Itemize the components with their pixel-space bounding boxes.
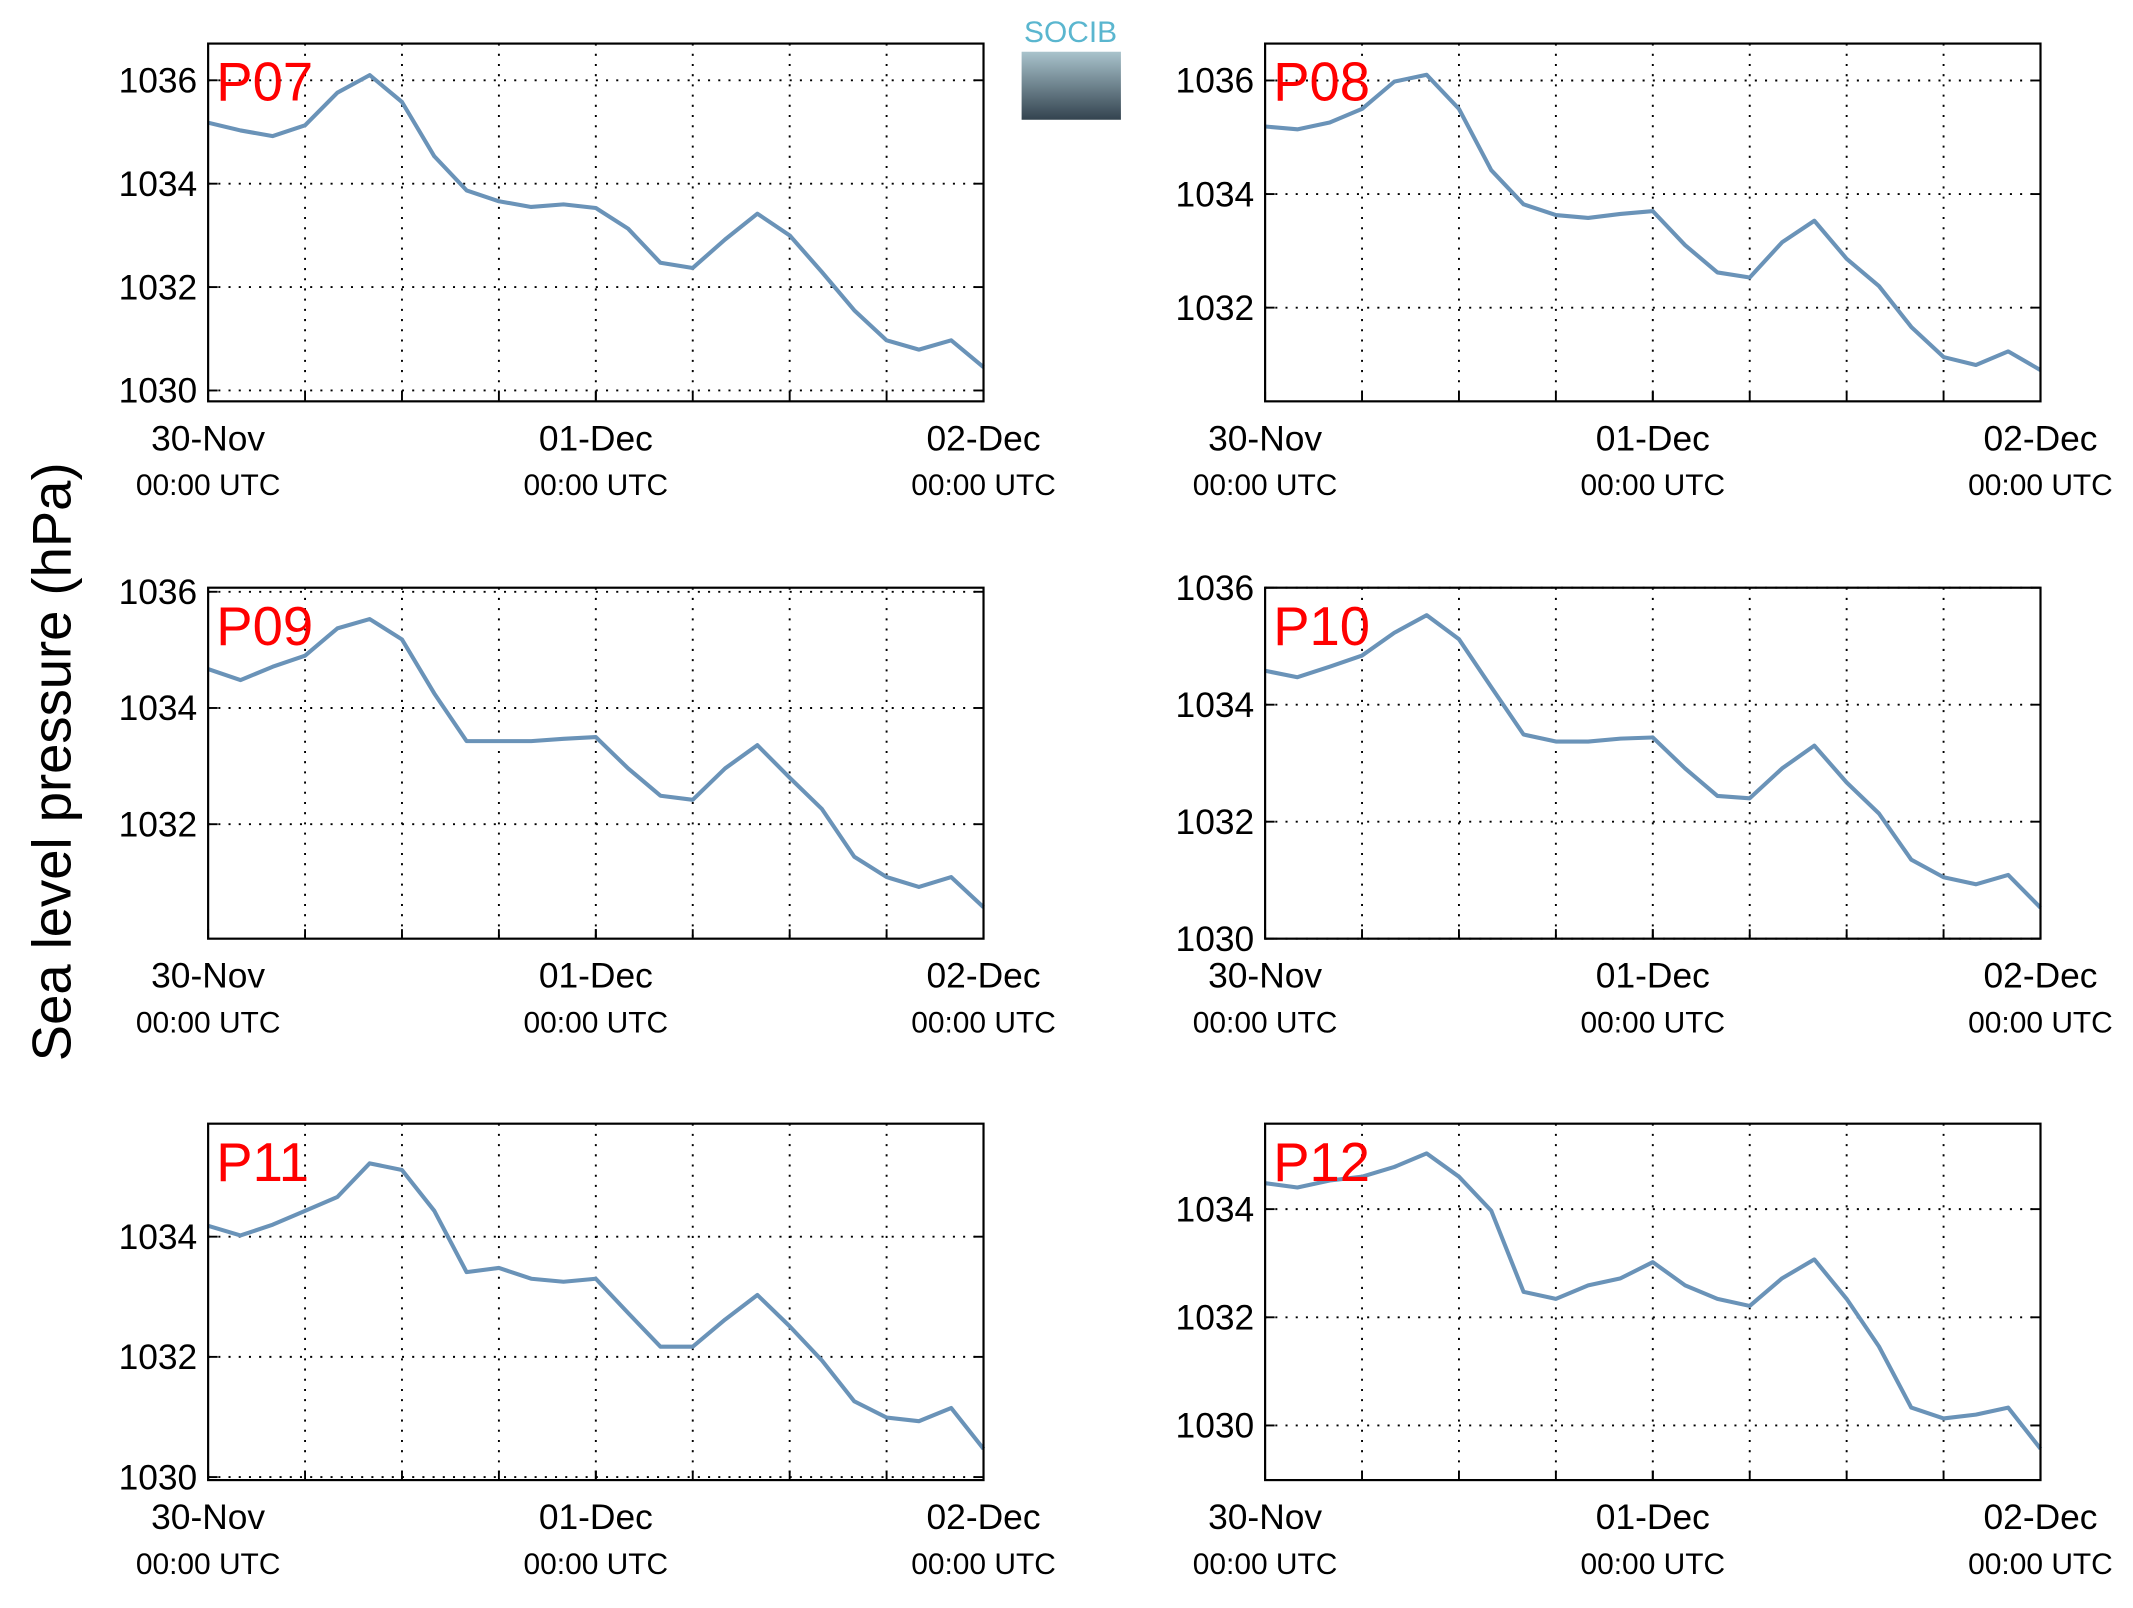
plot-frame [207, 42, 985, 403]
x-tick-label: 02-Dec 00:00 UTC [1968, 957, 2113, 1040]
x-tick-label: 01-Dec 00:00 UTC [524, 957, 669, 1040]
y-tick-label: 1030 [1176, 920, 1255, 959]
logo-text: SOCIB [1024, 16, 1117, 49]
x-tick-label: 01-Dec 00:00 UTC [524, 1498, 669, 1581]
plot-area [1265, 43, 2041, 402]
x-tick-label: 01-Dec 00:00 UTC [1580, 1498, 1725, 1581]
x-tick-label: 01-Dec 00:00 UTC [1580, 957, 1725, 1040]
y-tick-label: 1034 [119, 689, 198, 728]
x-tick-label: 30-Nov 00:00 UTC [1193, 1498, 1338, 1581]
data-line [207, 1161, 986, 1451]
data-line [1264, 613, 2042, 910]
y-tick-label: 1032 [119, 268, 198, 307]
y-tick-label: 1032 [119, 1338, 198, 1377]
y-tick-label: 1032 [1176, 289, 1255, 328]
y-tick-label: 1030 [1176, 1407, 1255, 1446]
y-axis-label: Sea level pressure (hPa) [22, 462, 83, 1061]
plot-area [208, 43, 984, 402]
plot-area [208, 1123, 984, 1481]
y-tick-label: 1032 [119, 805, 198, 844]
x-tick-label: 30-Nov 00:00 UTC [136, 419, 281, 502]
x-tick-label: 02-Dec 00:00 UTC [911, 957, 1056, 1040]
plot-frame [1264, 1122, 2042, 1482]
panel: 1030 1032 1034 1036 30-Nov 00:00 UTC 01-Dec 00:… [1176, 569, 2113, 1040]
y-tick-label: 1034 [1176, 175, 1255, 214]
logo-block [1021, 51, 1121, 120]
y-tick-label: 1034 [1176, 1190, 1255, 1229]
plot-frame [207, 1122, 985, 1482]
y-tick-label: 1036 [119, 573, 198, 612]
panel: 1032 1034 1036 30-Nov 00:00 UTC 01-Dec 00:00 U… [1176, 42, 2113, 502]
logo: SOCIB [1021, 16, 1121, 120]
panel: 1030 1032 1034 30-Nov 00:00 UTC 01-Dec 00:00 U… [1176, 1122, 2113, 1581]
panel: 1032 1034 1036 30-Nov 00:00 UTC 01-Dec 00:00 U… [119, 573, 1056, 1040]
panel: 1030 1032 1034 30-Nov 00:00 UTC 01-Dec 00:00 U… [119, 1122, 1056, 1581]
y-tick-label: 1036 [1176, 62, 1255, 101]
plot-area [1265, 1123, 2041, 1481]
y-tick-label: 1034 [119, 1218, 198, 1257]
x-tick-label: 30-Nov 00:00 UTC [136, 1498, 281, 1581]
data-line [207, 73, 985, 369]
x-tick-label: 30-Nov 00:00 UTC [136, 957, 281, 1040]
x-tick-label: 02-Dec 00:00 UTC [911, 419, 1056, 502]
y-tick-label: 1034 [1176, 686, 1255, 725]
x-tick-label: 30-Nov 00:00 UTC [1193, 957, 1338, 1040]
plot-frame [1264, 42, 2042, 403]
x-tick-label: 01-Dec 00:00 UTC [1580, 419, 1725, 502]
plot-frame [1264, 586, 2042, 940]
x-tick-label: 01-Dec 00:00 UTC [524, 419, 669, 502]
y-tick-label: 1030 [119, 372, 198, 411]
data-line [1264, 72, 2042, 372]
plot-frame [207, 586, 985, 940]
x-tick-label: 02-Dec 00:00 UTC [1968, 419, 2113, 502]
panel-label: P10 [1273, 596, 1370, 657]
x-tick-label: 02-Dec 00:00 UTC [1968, 1498, 2113, 1581]
y-tick-label: 1036 [119, 62, 198, 101]
y-tick-label: 1032 [1176, 1299, 1255, 1338]
panel-label: P12 [1273, 1132, 1370, 1193]
data-line [1264, 1151, 2043, 1450]
panel-label: P07 [216, 52, 313, 113]
y-tick-label: 1030 [119, 1458, 198, 1497]
panel-label: P09 [216, 596, 313, 657]
x-tick-label: 02-Dec 00:00 UTC [911, 1498, 1056, 1581]
panel-label: P08 [1273, 52, 1370, 113]
y-tick-label: 1032 [1176, 803, 1255, 842]
panel: 1030 1032 1034 1036 30-Nov 00:00 UTC 01-Dec 00:… [119, 42, 1056, 502]
x-tick-label: 30-Nov 00:00 UTC [1193, 419, 1338, 502]
panel-label: P11 [216, 1132, 309, 1193]
y-tick-label: 1036 [1176, 569, 1255, 608]
data-line [207, 617, 985, 909]
y-tick-label: 1034 [119, 165, 198, 204]
